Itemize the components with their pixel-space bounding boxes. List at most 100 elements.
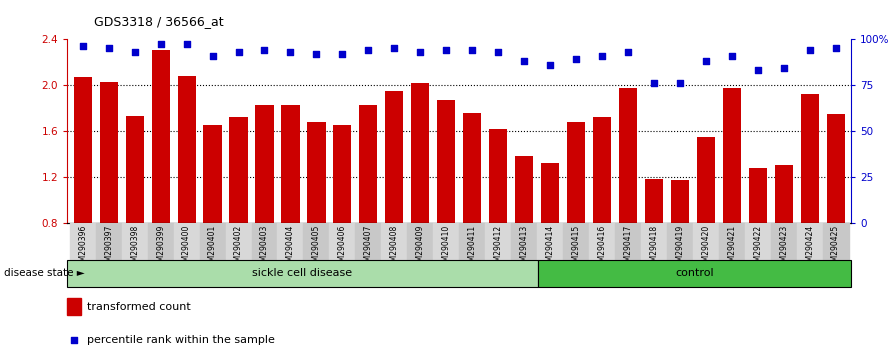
Point [751,67,765,73]
Bar [203,125,221,223]
Bar [697,137,715,223]
Bar [641,223,667,260]
Text: GSM290412: GSM290412 [494,225,503,271]
Bar [330,223,356,260]
Point [621,49,635,55]
Text: GSM290398: GSM290398 [130,225,139,271]
Bar [511,223,537,260]
Point [829,45,843,51]
Text: control: control [675,268,714,279]
Bar [125,116,143,223]
Point [179,42,194,47]
Bar [823,223,849,260]
Bar [359,104,377,223]
Bar [463,113,481,223]
Bar [667,223,693,260]
Bar [775,165,793,223]
Text: GSM290401: GSM290401 [208,225,217,271]
Text: GSM290418: GSM290418 [650,225,659,271]
Bar [801,94,819,223]
Bar [567,122,585,223]
Bar [619,88,637,223]
Bar [151,50,169,223]
Text: GSM290417: GSM290417 [624,225,633,271]
Bar [281,104,299,223]
Bar [485,223,511,260]
Text: GSM290406: GSM290406 [338,225,347,271]
Bar [122,223,148,260]
Text: GSM290420: GSM290420 [702,225,711,271]
Text: GSM290425: GSM290425 [831,225,840,271]
Text: GSM290423: GSM290423 [780,225,788,271]
Point [543,62,557,68]
Bar [693,223,719,260]
Text: GSM290411: GSM290411 [468,225,477,271]
Bar [385,91,403,223]
Bar [489,129,507,223]
Text: sickle cell disease: sickle cell disease [253,268,352,279]
Text: GSM290399: GSM290399 [156,225,165,271]
Point [387,45,401,51]
Bar [593,117,611,223]
Bar [278,223,304,260]
Point [465,47,479,53]
Point [309,51,323,57]
Point [127,49,142,55]
Point [75,44,90,49]
Text: GSM290419: GSM290419 [676,225,685,271]
Bar [411,82,429,223]
Point [283,49,297,55]
Point [569,56,583,62]
Bar [229,117,247,223]
Bar [226,223,252,260]
Bar [307,122,325,223]
Point [231,49,246,55]
Point [517,58,531,64]
Text: GSM290396: GSM290396 [78,225,87,271]
Bar [434,223,459,260]
Text: GSM290400: GSM290400 [182,225,191,271]
Point [153,42,168,47]
Point [101,45,116,51]
Bar [459,223,485,260]
Text: GSM290415: GSM290415 [572,225,581,271]
Point [439,47,453,53]
Bar [356,223,382,260]
Bar [67,298,81,315]
Point [205,53,220,58]
Text: GDS3318 / 36566_at: GDS3318 / 36566_at [94,15,224,28]
Bar [645,179,663,223]
Bar [304,223,330,260]
Bar [200,223,226,260]
Bar [333,125,351,223]
Bar [538,260,851,287]
Point [647,80,661,86]
Text: GSM290424: GSM290424 [806,225,814,271]
Text: GSM290413: GSM290413 [520,225,529,271]
Bar [515,156,533,223]
Text: GSM290409: GSM290409 [416,225,425,271]
Point [67,337,81,342]
Text: GSM290414: GSM290414 [546,225,555,271]
Bar [99,81,117,223]
Bar [826,114,845,223]
Bar [615,223,641,260]
Bar [96,223,122,260]
Bar [541,163,559,223]
Bar [148,223,174,260]
Point [335,51,349,57]
Point [361,47,375,53]
Bar [67,260,538,287]
Bar [174,223,200,260]
Point [595,53,609,58]
Text: GSM290397: GSM290397 [104,225,113,271]
Point [699,58,713,64]
Bar [563,223,589,260]
Bar [745,223,771,260]
Text: GSM290422: GSM290422 [754,225,762,271]
Bar [437,100,455,223]
Point [491,49,505,55]
Text: GSM290408: GSM290408 [390,225,399,271]
Point [413,49,427,55]
Bar [252,223,278,260]
